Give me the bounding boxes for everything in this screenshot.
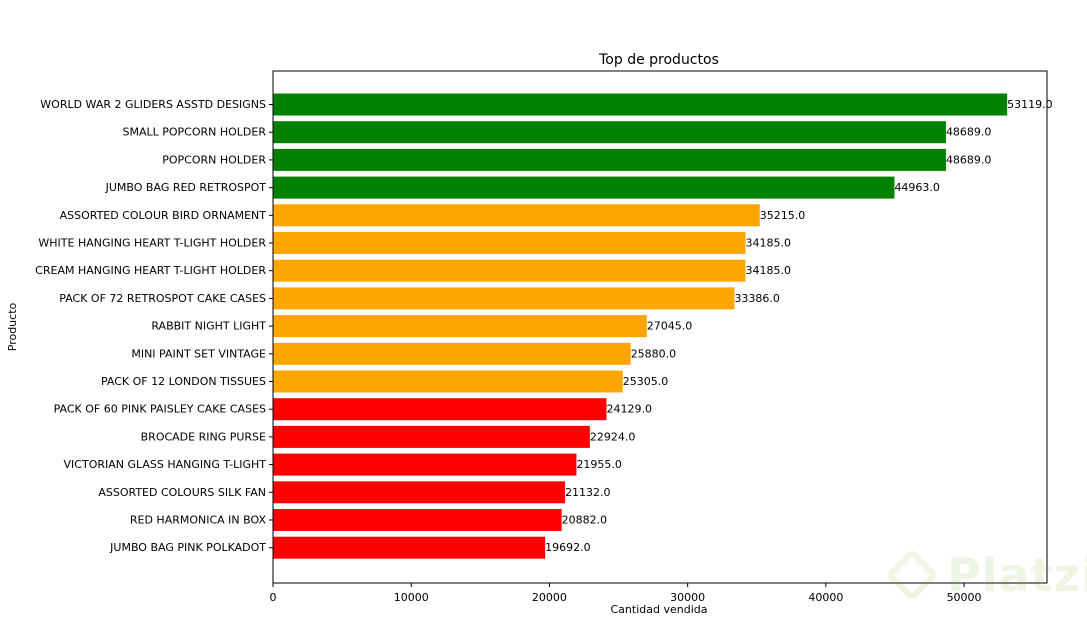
y-tick-label: JUMBO BAG PINK POLKADOT [109,541,266,554]
bar-value-label: 48689.0 [946,126,992,139]
bar [273,481,566,504]
y-tick-label: JUMBO BAG RED RETROSPOT [105,181,267,194]
y-tick-label: POPCORN HOLDER [162,153,266,166]
bar [273,398,607,421]
bar-value-label: 25305.0 [623,375,669,388]
bar [273,370,623,393]
y-tick-label: WHITE HANGING HEART T-LIGHT HOLDER [38,237,266,250]
y-tick-label: PACK OF 72 RETROSPOT CAKE CASES [59,292,266,305]
bar-value-label: 33386.0 [734,292,780,305]
x-tick-label: 0 [270,591,277,604]
y-tick-label: SMALL POPCORN HOLDER [122,126,266,139]
x-axis-label: Cantidad vendida [611,603,708,616]
bar-value-label: 35215.0 [760,209,806,222]
bar-value-label: 21132.0 [565,486,611,499]
bar [273,259,746,282]
x-tick-label: 10000 [394,591,429,604]
bar [273,148,946,171]
y-tick-label: PACK OF 12 LONDON TISSUES [101,375,266,388]
bar-value-label: 34185.0 [745,237,791,250]
bar [273,425,590,448]
bar [273,453,577,476]
y-tick-label: CREAM HANGING HEART T-LIGHT HOLDER [35,264,266,277]
bar-value-label: 44963.0 [894,181,940,194]
y-tick-label: RABBIT NIGHT LIGHT [151,320,266,333]
y-axis-label: Producto [6,302,19,351]
bar [273,93,1008,116]
bar-value-label: 34185.0 [745,264,791,277]
y-tick-label: RED HARMONICA IN BOX [130,514,267,527]
bar-value-label: 21955.0 [576,458,622,471]
y-tick-label: ASSORTED COLOURS SILK FAN [98,486,266,499]
x-tick-label: 30000 [670,591,705,604]
y-tick-label: ASSORTED COLOUR BIRD ORNAMENT [60,209,267,222]
bar [273,509,562,531]
bar [273,204,760,227]
bar-value-label: 19692.0 [545,541,591,554]
bar [273,536,546,559]
y-tick-label: WORLD WAR 2 GLIDERS ASSTD DESIGNS [40,98,266,111]
bar [273,176,895,199]
plot-frame [272,70,1048,584]
bar-value-label: 25880.0 [631,347,677,360]
bar [273,232,746,254]
bar-value-label: 48689.0 [946,153,992,166]
y-tick-label: BROCADE RING PURSE [141,430,266,443]
bar [273,342,631,365]
bar [273,287,735,310]
bar [273,315,647,338]
bar-value-label: 20882.0 [562,514,608,527]
chart-title: Top de productos [598,52,719,68]
bar-value-label: 53119.0 [1007,98,1052,111]
y-tick-label: MINI PAINT SET VINTAGE [131,347,266,360]
x-tick-label: 50000 [947,591,982,604]
bar [273,121,946,144]
bar-value-label: 27045.0 [647,320,693,333]
bar-value-label: 24129.0 [606,403,652,416]
bar-value-label: 22924.0 [590,430,636,443]
y-tick-label: VICTORIAN GLASS HANGING T-LIGHT [64,458,267,471]
x-tick-label: 40000 [808,591,843,604]
x-tick-label: 20000 [532,591,567,604]
y-tick-label: PACK OF 60 PINK PAISLEY CAKE CASES [54,403,266,416]
